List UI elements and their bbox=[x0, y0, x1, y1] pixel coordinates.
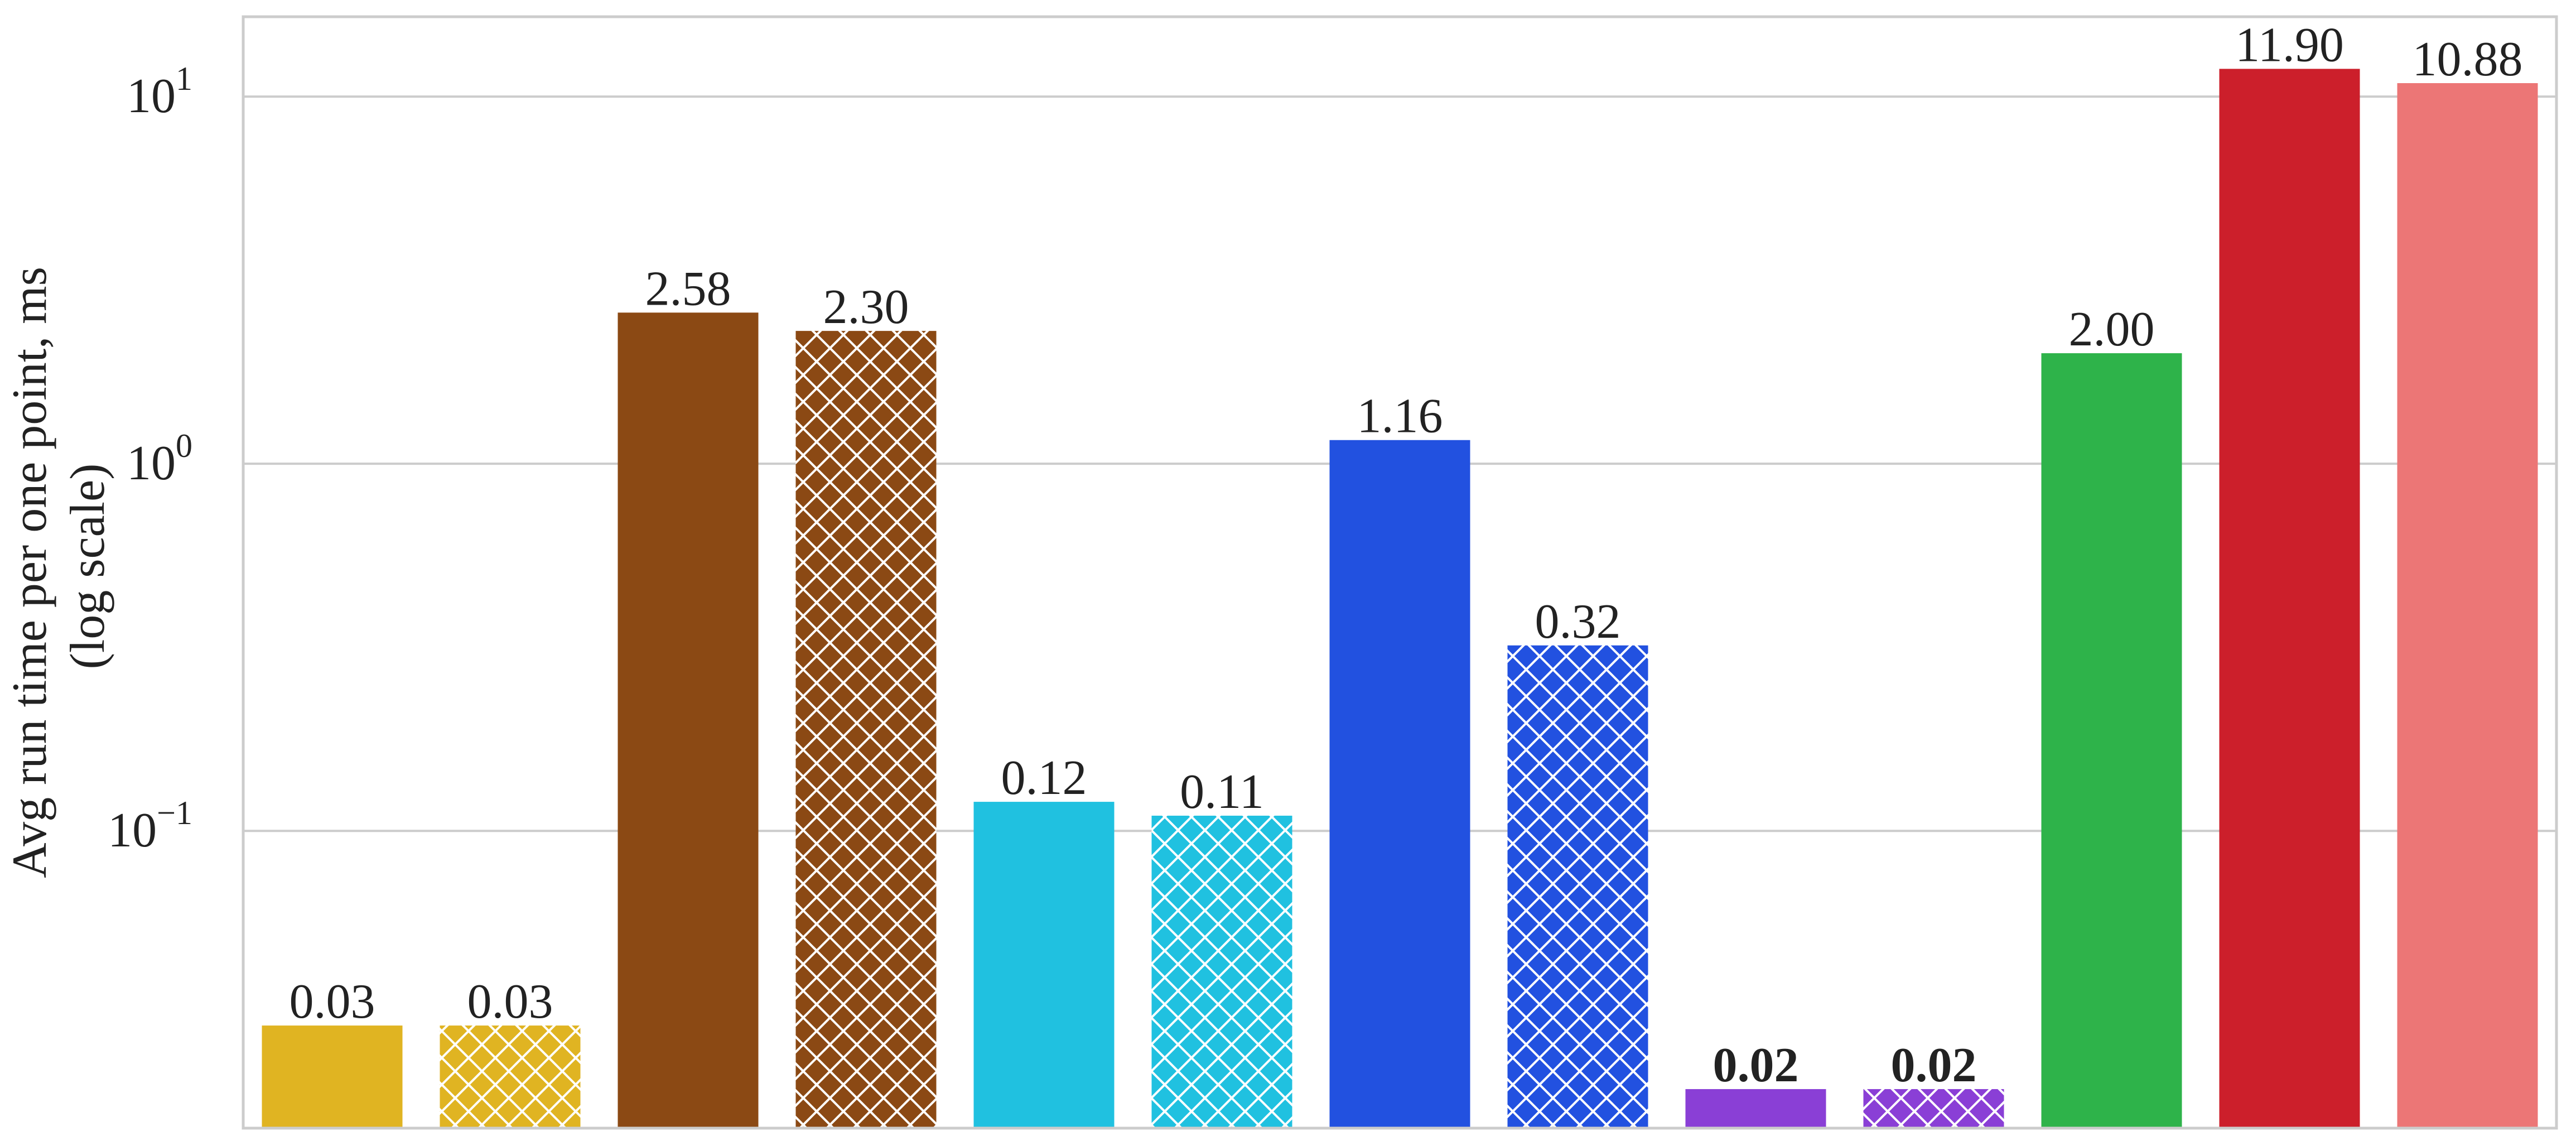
bar-9 bbox=[1685, 1089, 1826, 1128]
bar-10 bbox=[1863, 1089, 2004, 1128]
bar-value-label: 0.11 bbox=[1180, 765, 1264, 819]
bar-value-label: 0.03 bbox=[467, 975, 553, 1029]
bar-value-label: 0.02 bbox=[1891, 1038, 1977, 1092]
bar-6 bbox=[1151, 815, 1292, 1128]
bar-value-label: 0.03 bbox=[290, 975, 375, 1029]
bar-12 bbox=[2219, 69, 2360, 1129]
bar-value-labels: 0.03 0.03 2.58 2.30 0.12 0.11 1.16 0.32 0.02 0.02… bbox=[290, 18, 2523, 1092]
y-axis-title-line2: (log scale) bbox=[61, 464, 115, 670]
bars bbox=[262, 69, 2538, 1129]
y-tick-label: 101 bbox=[127, 60, 192, 123]
bar-value-label: 2.00 bbox=[2069, 302, 2155, 357]
bar-5 bbox=[973, 802, 1115, 1128]
plot-frame bbox=[242, 15, 2558, 1130]
bar-value-label: 0.12 bbox=[1001, 751, 1087, 805]
bar-value-label: 0.02 bbox=[1713, 1038, 1799, 1092]
bar-value-label: 10.88 bbox=[2413, 32, 2523, 86]
bar-value-label: 11.90 bbox=[2235, 18, 2344, 72]
bar-1 bbox=[262, 1025, 403, 1128]
y-tick-label: 100 bbox=[127, 427, 192, 490]
bar-2 bbox=[440, 1025, 581, 1128]
bar-13 bbox=[2397, 83, 2538, 1128]
bar-value-label: 1.16 bbox=[1357, 389, 1443, 444]
y-axis-title-line1: Avg run time per one point, ms bbox=[3, 267, 57, 878]
bar-7 bbox=[1329, 440, 1470, 1128]
bar-4 bbox=[795, 331, 937, 1128]
y-axis-title: Avg run time per one point, ms (log scal… bbox=[3, 254, 115, 878]
bar-value-label: 2.30 bbox=[823, 280, 909, 334]
y-tick-labels: 10−1 100 101 bbox=[108, 60, 192, 858]
bar-11 bbox=[2041, 353, 2182, 1129]
bar-value-label: 2.58 bbox=[645, 262, 731, 316]
bar-8 bbox=[1507, 645, 1648, 1128]
bar-value-label: 0.32 bbox=[1535, 595, 1621, 649]
bar-3 bbox=[618, 312, 759, 1128]
y-tick-label: 10−1 bbox=[108, 795, 192, 858]
